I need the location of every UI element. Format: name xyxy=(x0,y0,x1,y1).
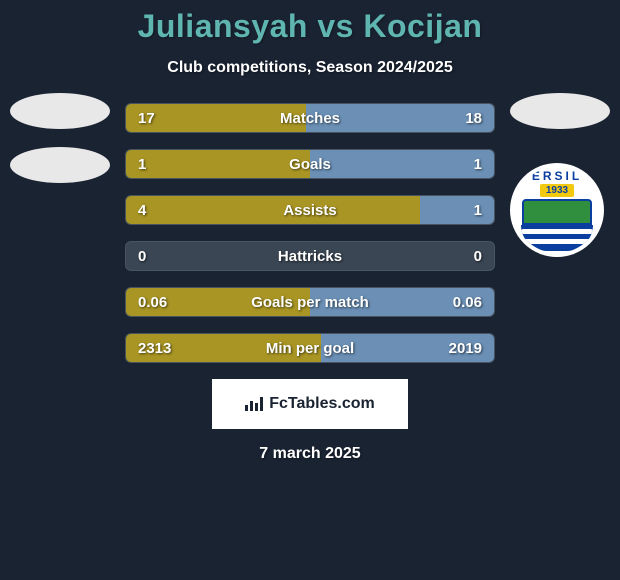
stat-row: 0.06Goals per match0.06 xyxy=(125,287,495,317)
bar-chart-icon xyxy=(245,397,263,411)
stat-row: 4Assists1 xyxy=(125,195,495,225)
stat-value-left: 17 xyxy=(126,110,155,127)
page-title: Juliansyah vs Kocijan xyxy=(0,8,620,45)
stat-value-right: 1 xyxy=(474,202,494,219)
stat-value-left: 0 xyxy=(126,248,146,265)
stat-value-left: 1 xyxy=(126,156,146,173)
stats-wrapper: ERSIL 1933 17Matches181Goals14Assists10H… xyxy=(0,103,620,363)
placeholder-ellipse-icon xyxy=(10,147,110,183)
club-badge-field-icon xyxy=(522,199,592,225)
stat-rows: 17Matches181Goals14Assists10Hattricks00.… xyxy=(125,103,495,363)
stat-row: 1Goals1 xyxy=(125,149,495,179)
stat-label: Goals per match xyxy=(167,294,453,311)
club-badge-arc-text: ERSIL xyxy=(532,169,582,183)
club-badge-icon: ERSIL 1933 xyxy=(510,163,604,257)
stat-label: Hattricks xyxy=(146,248,473,265)
placeholder-ellipse-icon xyxy=(10,93,110,129)
team-left-logo-area xyxy=(10,93,110,193)
stat-row: 2313Min per goal2019 xyxy=(125,333,495,363)
stat-row: 17Matches18 xyxy=(125,103,495,133)
stat-value-right: 1 xyxy=(474,156,494,173)
stat-row: 0Hattricks0 xyxy=(125,241,495,271)
stat-value-right: 2019 xyxy=(449,340,494,357)
stat-value-right: 18 xyxy=(465,110,494,127)
stat-label: Assists xyxy=(146,202,473,219)
stat-value-left: 2313 xyxy=(126,340,171,357)
comparison-date: 7 march 2025 xyxy=(0,445,620,463)
stat-value-left: 0.06 xyxy=(126,294,167,311)
stat-label: Matches xyxy=(155,110,466,127)
stat-value-right: 0.06 xyxy=(453,294,494,311)
stat-label: Min per goal xyxy=(171,340,448,357)
stat-value-right: 0 xyxy=(474,248,494,265)
subtitle: Club competitions, Season 2024/2025 xyxy=(0,59,620,77)
club-badge-year: 1933 xyxy=(540,184,574,197)
club-badge-waves-icon xyxy=(521,225,593,251)
placeholder-ellipse-icon xyxy=(510,93,610,129)
stat-label: Goals xyxy=(146,156,473,173)
branding-text: FcTables.com xyxy=(269,395,375,413)
comparison-card: Juliansyah vs Kocijan Club competitions,… xyxy=(0,0,620,463)
stat-value-left: 4 xyxy=(126,202,146,219)
branding-box: FcTables.com xyxy=(212,379,408,429)
